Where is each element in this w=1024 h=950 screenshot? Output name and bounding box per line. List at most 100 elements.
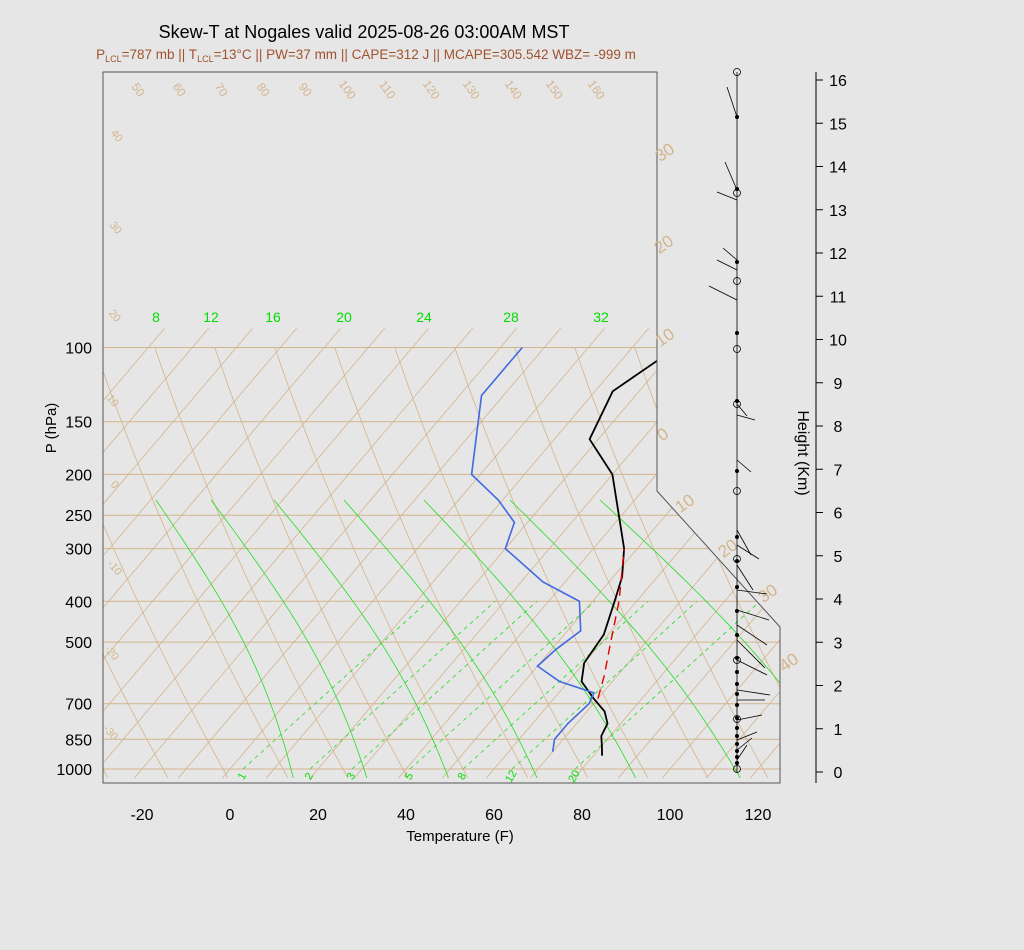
isotherm-label: 150	[543, 77, 566, 102]
dry-adiabat-line	[694, 347, 780, 779]
mixing-ratio-label: 5	[403, 771, 416, 782]
moist-adiabat-line	[599, 499, 780, 779]
mixing-ratio-line	[574, 600, 761, 770]
pressure-tick-label: 200	[65, 467, 92, 484]
mixing-ratio-line	[462, 600, 649, 770]
wind-dot	[735, 692, 739, 696]
temperature-tick-label: -20	[130, 807, 153, 824]
wind-dot	[735, 742, 739, 746]
temperature-tick-label: 0	[226, 807, 235, 824]
pressure-tick-label: 250	[65, 508, 92, 525]
wind-dot	[735, 734, 739, 738]
isotherm-line	[222, 327, 605, 779]
height-tick-label: 16	[829, 73, 847, 90]
wind-calm-circle	[733, 68, 741, 76]
mixing-ratio-label: 20	[566, 768, 583, 785]
isotherm-label: 120	[420, 77, 443, 102]
subtitle-tlcl: 13°C	[221, 47, 251, 62]
isotherm-label: 80	[254, 80, 273, 99]
dry-adiabat-line	[214, 347, 409, 779]
mixing-ratio-line	[511, 600, 698, 770]
isotherm-line	[266, 327, 649, 779]
wind-dot	[735, 559, 739, 563]
subtitle-plcl: 787 mb	[130, 47, 175, 62]
wetbulb-label: 28	[503, 309, 519, 325]
mixing-ratio-label: 3	[345, 771, 358, 782]
wind-calm-circle	[733, 487, 741, 495]
wind-calm-circle	[733, 277, 741, 285]
wetbulb-label: 16	[265, 309, 281, 325]
isotherm-line	[103, 327, 385, 779]
dry-adiabat-label: 10	[104, 393, 121, 410]
wind-barb	[716, 191, 738, 201]
dry-adiabat-label: 40	[108, 128, 125, 145]
dry-adiabat-label: -20	[102, 643, 121, 663]
isotherm-label: 140	[502, 77, 525, 102]
wind-dot	[735, 469, 739, 473]
temperature-tick-label: 80	[573, 807, 591, 824]
height-tick-label: 15	[829, 116, 847, 133]
mixing-ratio-line	[409, 600, 596, 770]
wind-dot	[735, 585, 739, 589]
isotherm-line	[310, 327, 693, 779]
isotherm-line	[882, 328, 1024, 778]
moist-adiabat-line	[423, 499, 636, 779]
background-grid	[103, 327, 1024, 779]
wind-barb	[736, 737, 753, 751]
wind-barb	[716, 259, 738, 271]
isotherm-line	[442, 327, 780, 779]
isotherm-line	[794, 328, 1024, 778]
isotherm-label: 130	[460, 77, 483, 102]
moist-adiabat-line	[343, 499, 538, 779]
dry-adiabat-line	[334, 347, 529, 779]
moist-adiabat-line	[509, 499, 741, 779]
isotherm-line	[103, 327, 209, 779]
wind-calm-circle	[733, 656, 741, 664]
height-tick-label: 9	[834, 376, 843, 393]
isotherm-line	[178, 327, 561, 779]
wind-dot	[735, 716, 739, 720]
subtitle-mcape: 305.542	[500, 47, 549, 62]
dry-adiabat-label: 10	[652, 324, 678, 350]
y-axis-title: P (hPa)	[43, 403, 60, 454]
dry-adiabat-line	[514, 347, 709, 779]
wind-barb	[736, 624, 768, 646]
height-tick-label: 10	[829, 333, 847, 350]
wind-dot	[735, 761, 739, 765]
pressure-tick-label: 700	[65, 697, 92, 714]
isotherm-line	[1014, 328, 1024, 778]
wind-barb	[736, 659, 768, 676]
dry-adiabat-label: 0	[108, 479, 121, 491]
wind-barb	[736, 529, 752, 556]
moist-adiabat-line	[155, 499, 294, 778]
parcel-trace	[597, 548, 625, 699]
isotherm-line	[618, 327, 780, 779]
wind-dot	[735, 609, 739, 613]
wind-dot	[735, 331, 739, 335]
isotherm-line	[838, 328, 1024, 778]
isotherm-label: 60	[170, 80, 189, 99]
wind-dot	[735, 726, 739, 730]
isotherm-line	[662, 327, 780, 779]
wind-barb	[736, 544, 760, 560]
mixing-ratio-label: 12	[503, 768, 520, 785]
subtitle-pw: 37 mm	[296, 47, 337, 62]
mixing-ratio-label: 2	[303, 771, 316, 782]
pressure-tick-label: 100	[65, 341, 92, 358]
wetbulb-label: 24	[416, 309, 432, 325]
wind-profile	[708, 68, 771, 773]
temperature-tick-label: 60	[485, 807, 503, 824]
wind-barb	[736, 459, 752, 473]
wind-dot	[735, 633, 739, 637]
wind-calm-circle	[733, 765, 741, 773]
dry-adiabat-label: 30	[652, 139, 678, 165]
wind-calm-circle	[733, 345, 741, 353]
temperature-tick-label: 100	[657, 807, 684, 824]
dry-adiabat-label: 0	[654, 424, 673, 445]
mixing-ratio-label: 1	[236, 771, 249, 782]
isotherm-line	[486, 327, 780, 779]
dry-adiabat-line	[103, 347, 169, 779]
height-tick-label: 8	[834, 419, 843, 436]
temperature-tick-label: 20	[309, 807, 327, 824]
